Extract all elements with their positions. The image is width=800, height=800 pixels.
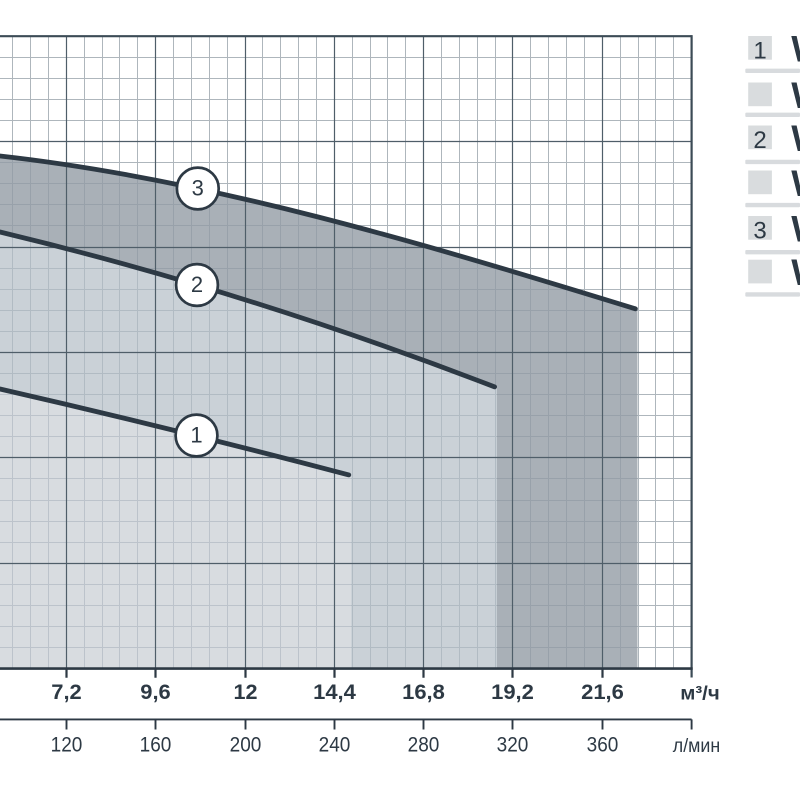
svg-text:3: 3 — [753, 218, 766, 245]
svg-text:9,6: 9,6 — [140, 681, 171, 704]
svg-text:280: 280 — [408, 734, 440, 757]
svg-text:19,2: 19,2 — [491, 681, 534, 704]
svg-text:160: 160 — [140, 734, 172, 757]
svg-text:л/мин: л/мин — [673, 735, 720, 757]
svg-text:240: 240 — [319, 734, 351, 757]
svg-text:W: W — [791, 118, 800, 159]
svg-text:200: 200 — [230, 734, 262, 757]
svg-text:7,2: 7,2 — [51, 681, 82, 704]
svg-text:W: W — [791, 75, 800, 116]
svg-text:м³/ч: м³/ч — [680, 684, 720, 705]
svg-text:14,4: 14,4 — [313, 681, 356, 704]
svg-text:21,6: 21,6 — [581, 681, 624, 704]
svg-text:2: 2 — [191, 272, 203, 297]
svg-text:360: 360 — [587, 734, 619, 757]
svg-text:3: 3 — [192, 176, 204, 201]
svg-text:W: W — [791, 209, 800, 250]
svg-text:12: 12 — [234, 681, 258, 704]
svg-text:120: 120 — [51, 734, 83, 757]
svg-text:16,8: 16,8 — [402, 681, 445, 704]
svg-text:W: W — [791, 163, 800, 204]
svg-text:2: 2 — [753, 127, 766, 154]
svg-text:1: 1 — [190, 423, 202, 448]
svg-text:1: 1 — [753, 38, 766, 65]
svg-text:320: 320 — [497, 734, 529, 757]
svg-text:W: W — [791, 252, 800, 293]
svg-text:W: W — [791, 29, 800, 70]
